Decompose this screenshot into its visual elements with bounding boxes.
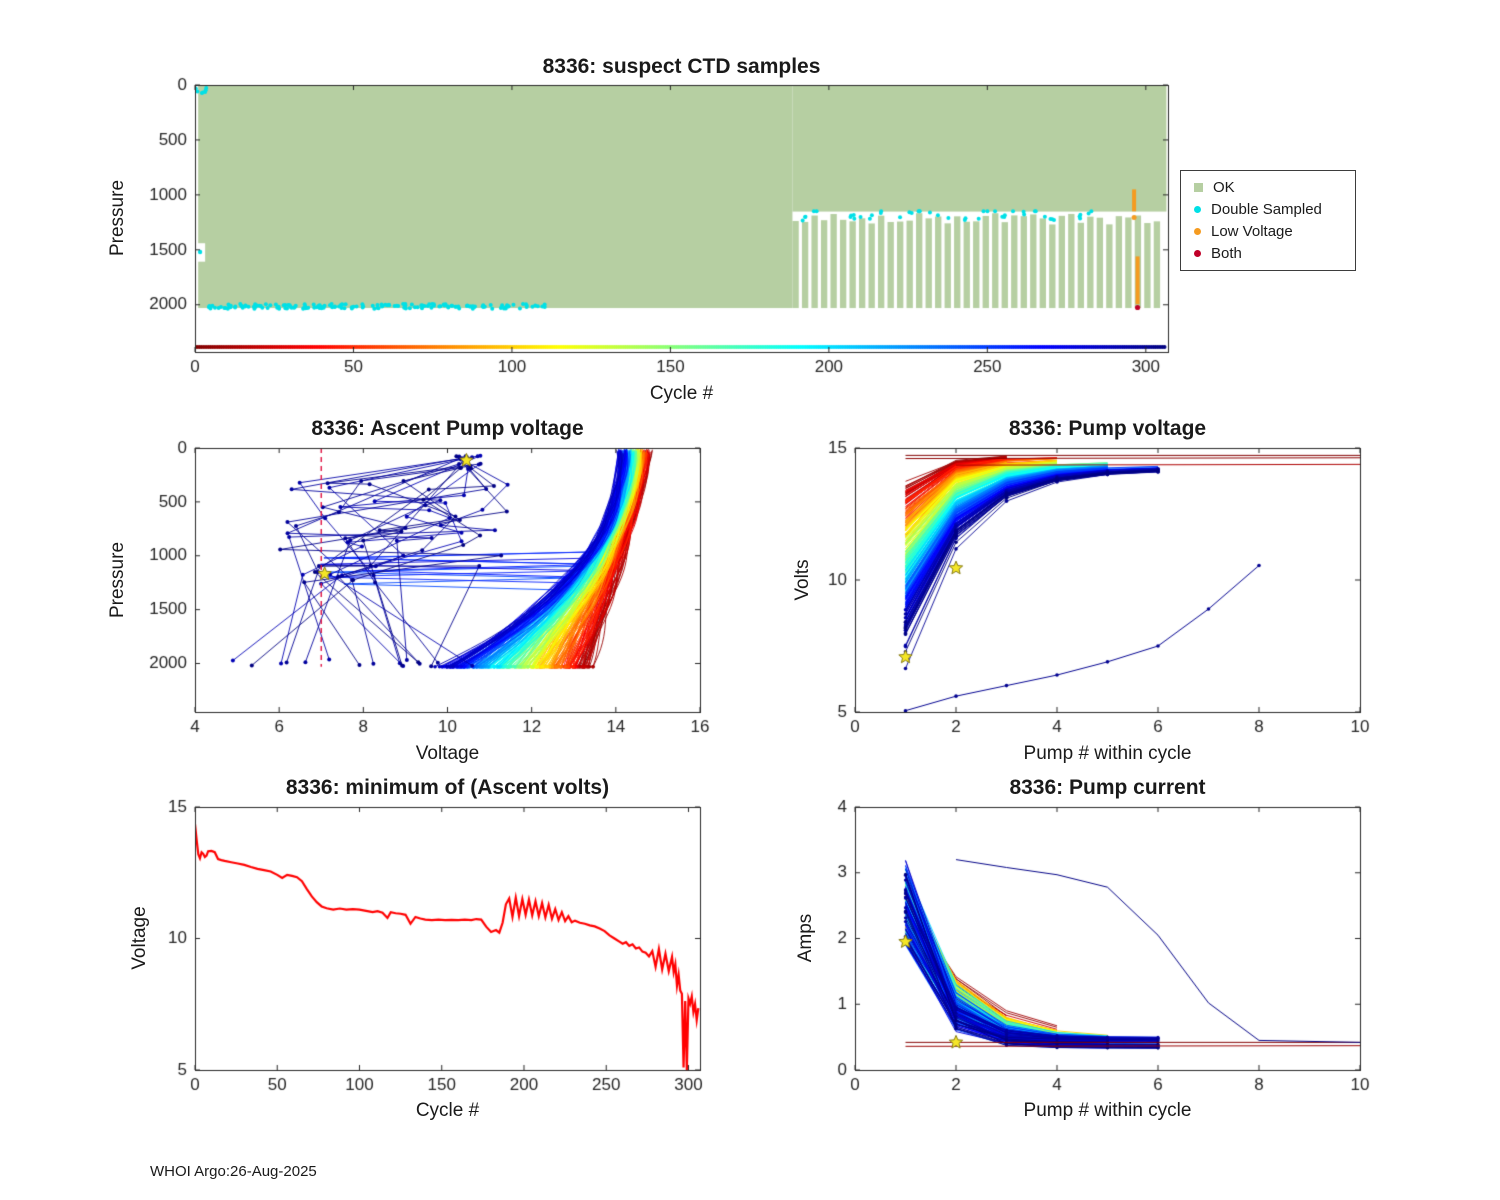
legend-label-both: Both [1211,245,1242,262]
y-axis-label-min-ascent-volts: Voltage [129,906,150,970]
chart-title-pump-voltage: 8336: Pump voltage [1008,417,1207,440]
y-axis-label-pump-current: Amps [795,913,816,963]
legend-item-ok: OK [1190,178,1355,197]
x-axis-label-suspect-ctd: Cycle # [649,383,714,404]
chart-title-ascent-pump-voltage: 8336: Ascent Pump voltage [311,417,584,440]
y-axis-label-pump-voltage: Volts [792,559,813,601]
legend: OK Double Sampled Low Voltage Both [1180,170,1356,271]
chart-title-pump-current: 8336: Pump current [1009,776,1206,799]
ok-marker-icon [1194,183,1203,192]
chart-title-min-ascent-volts: 8336: minimum of (Ascent volts) [285,776,610,799]
x-axis-label-min-ascent-volts: Cycle # [415,1100,480,1121]
legend-item-double-sampled: Double Sampled [1190,200,1355,219]
legend-label-low-voltage: Low Voltage [1211,223,1293,240]
both-marker-icon [1194,250,1201,257]
double-sampled-marker-icon [1194,206,1201,213]
legend-item-both: Both [1190,244,1355,263]
x-axis-label-pump-voltage: Pump # within cycle [1023,743,1192,764]
chart-title-suspect-ctd: 8336: suspect CTD samples [542,55,821,78]
x-axis-label-pump-current: Pump # within cycle [1023,1100,1192,1121]
footer-text: WHOI Argo:26-Aug-2025 [150,1163,317,1180]
legend-label-double-sampled: Double Sampled [1211,201,1322,218]
legend-label-ok: OK [1213,179,1235,196]
y-axis-label-ascent-pump-voltage: Pressure [107,541,128,619]
y-axis-label-suspect-ctd: Pressure [107,179,128,257]
low-voltage-marker-icon [1194,228,1201,235]
x-axis-label-ascent-pump-voltage: Voltage [415,743,480,764]
legend-item-low-voltage: Low Voltage [1190,222,1355,241]
